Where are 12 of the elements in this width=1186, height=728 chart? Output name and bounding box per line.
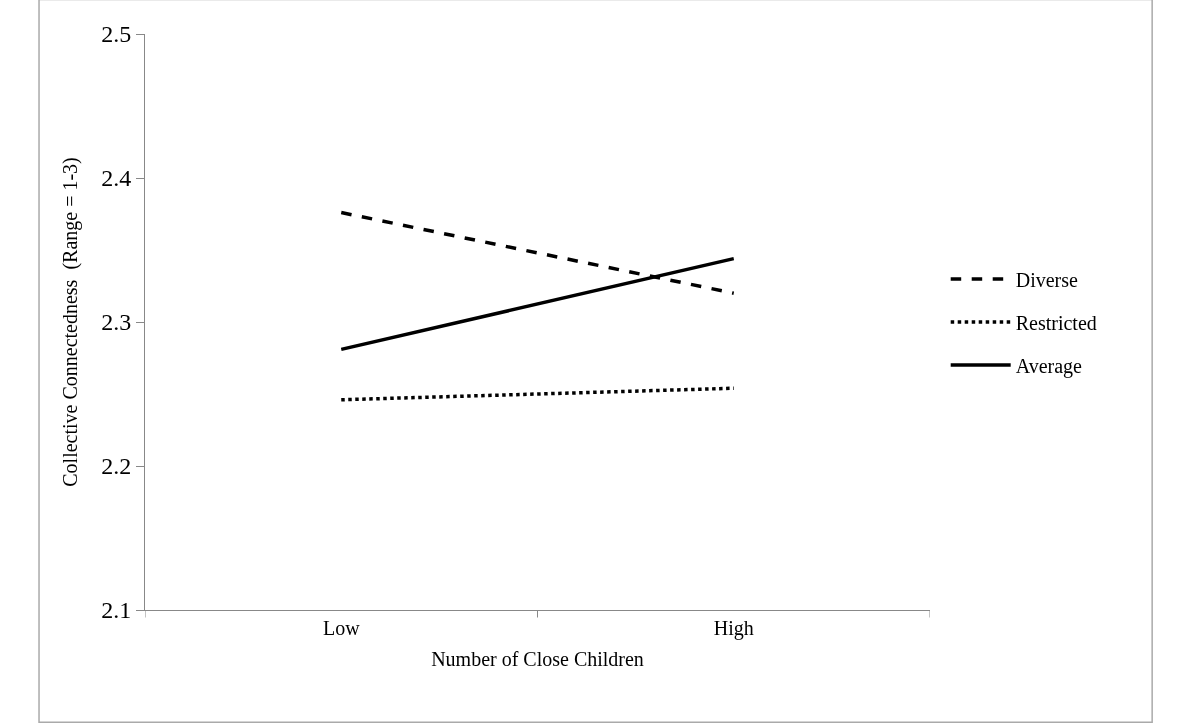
x-tick-label: High — [713, 617, 754, 640]
y-tick-label: 2.5 — [101, 21, 132, 48]
y-tick-label: 2.3 — [101, 309, 132, 336]
x-tick-label: Low — [322, 617, 361, 639]
y-axis-title: Collective Connectedness (Range = 1-3) — [58, 157, 82, 487]
legend-label: Average — [1015, 354, 1083, 378]
legend-label: Restricted — [1015, 311, 1097, 334]
y-tick-label: 2.1 — [101, 597, 132, 624]
x-axis-title: Number of Close Children — [431, 647, 644, 670]
y-tick-label: 2.4 — [101, 165, 132, 192]
legend-label: Diverse — [1015, 268, 1079, 291]
y-tick-label: 2.2 — [101, 453, 132, 480]
